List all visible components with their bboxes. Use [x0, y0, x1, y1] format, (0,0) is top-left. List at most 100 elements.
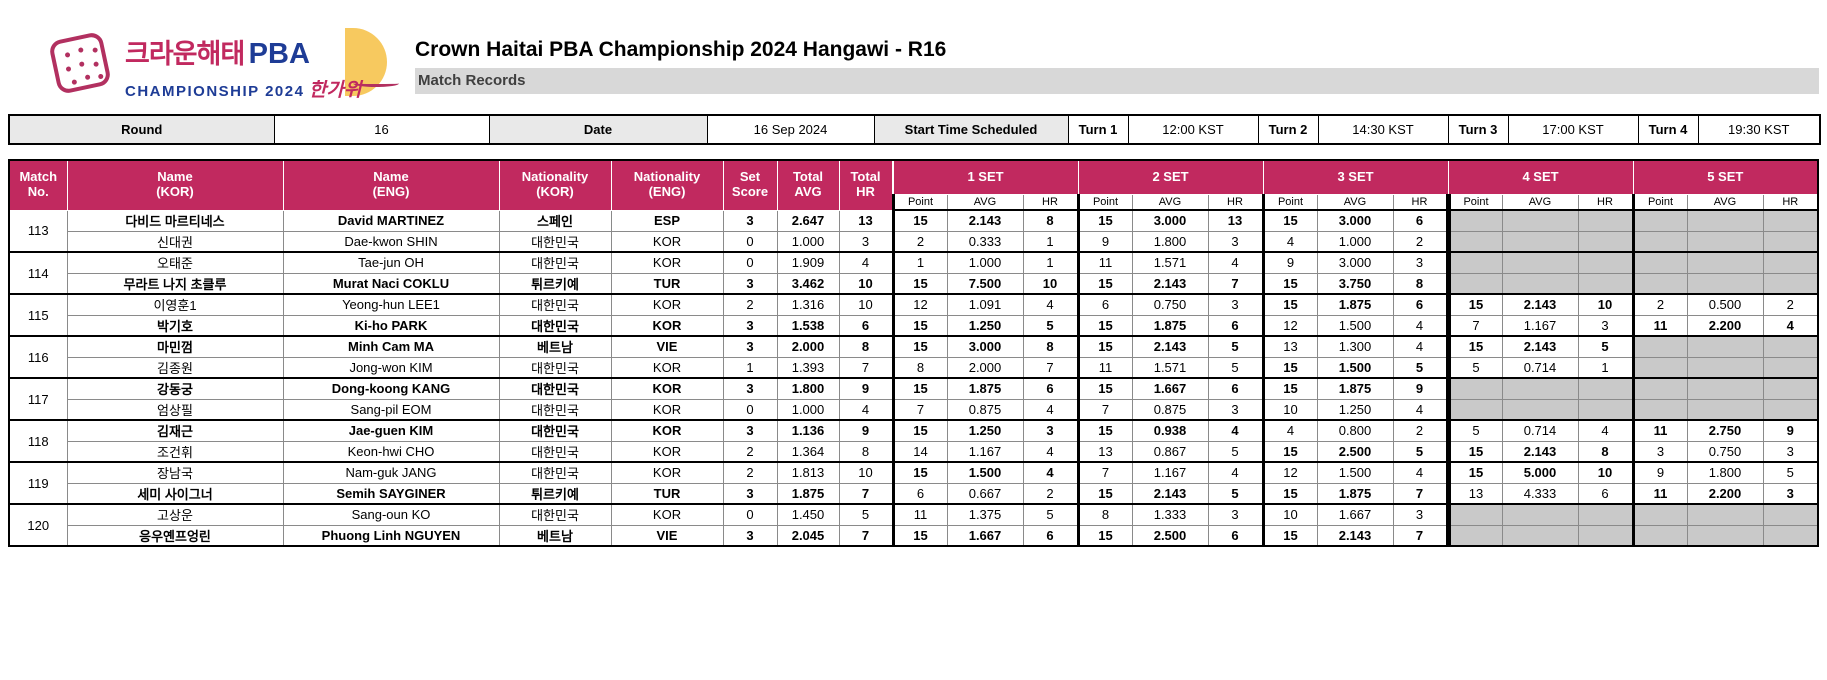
round-label: Round — [8, 114, 275, 145]
name-kor-cell: 장남국 — [66, 461, 284, 484]
set-2-avg-cell: 1.875 — [1131, 314, 1209, 337]
set-5-avg-cell — [1686, 209, 1764, 232]
player-row: 조건휘 Keon-hwi CHO 대한민국 KOR 2 1.364 8 14 1.167 4 13 0… — [9, 440, 1819, 463]
set-4-hr-cell — [1577, 377, 1634, 400]
set-1-sub-header-hr: HR — [1022, 193, 1079, 211]
logo-text: 크라운해태 PBA CHAMPIONSHIP 2024 한가위 — [125, 32, 361, 102]
set-2-hr-cell: 4 — [1207, 461, 1264, 484]
brand-hangawi: 한가위 — [308, 80, 362, 101]
set-5-hr-cell — [1762, 251, 1819, 274]
set-score-cell: 2 — [722, 461, 778, 484]
set-5-hr-cell: 9 — [1762, 419, 1819, 442]
set-4-point-cell — [1445, 524, 1503, 547]
set-4-hr-cell: 8 — [1577, 440, 1634, 463]
set-3-hr-cell: 5 — [1392, 356, 1449, 379]
name-kor-cell: 이영훈1 — [66, 293, 284, 316]
set-2-hr-cell: 3 — [1207, 293, 1264, 316]
set-5-avg-cell: 0.750 — [1686, 440, 1764, 463]
set-1-hr-cell: 4 — [1022, 461, 1079, 484]
set-4-hr-cell: 1 — [1577, 356, 1634, 379]
name-eng-cell: Phuong Linh NGUYEN — [282, 524, 500, 547]
name-eng-cell: Nam-guk JANG — [282, 461, 500, 484]
set-4-point-cell: 5 — [1445, 419, 1503, 442]
total-hr-cell: 10 — [838, 461, 894, 484]
player-row: 응우옌프엉린 Phuong Linh NGUYEN 베트남 VIE 3 2.045 7 15 1… — [9, 524, 1819, 547]
name-eng-cell: David MARTINEZ — [282, 209, 500, 232]
set-score-cell: 3 — [722, 482, 778, 505]
set-3-avg-cell: 3.000 — [1316, 209, 1394, 232]
set-2-avg-cell: 2.143 — [1131, 335, 1209, 358]
set-5-hr-cell: 3 — [1762, 482, 1819, 505]
nationality-kor-cell: 대한민국 — [498, 356, 612, 379]
turn-4-label: Turn 4 — [1637, 114, 1699, 145]
table-header-row: Match No. Name (KOR) Name (ENG) National… — [8, 159, 1819, 211]
total-hr-cell: 4 — [838, 398, 894, 421]
name-eng-cell: Jong-won KIM — [282, 356, 500, 379]
set-5-point-cell: 9 — [1631, 461, 1688, 484]
set-3-point-cell: 4 — [1261, 230, 1318, 253]
total-hr-cell: 4 — [838, 251, 894, 274]
set-3-avg-cell: 1.875 — [1316, 293, 1394, 316]
set-1-sub-header-avg: AVG — [946, 193, 1024, 211]
set-3-avg-cell: 1.875 — [1316, 377, 1394, 400]
match-number: 117 — [8, 377, 68, 421]
page: 크라운해태 PBA CHAMPIONSHIP 2024 한가위 Crown Ha… — [8, 0, 1821, 547]
set-1-avg-cell: 0.667 — [946, 482, 1024, 505]
total-avg-cell: 1.316 — [776, 293, 840, 316]
set-1-avg-cell: 0.333 — [946, 230, 1024, 253]
set-5-sub-header-point: Point — [1631, 193, 1688, 211]
cracker-dot — [71, 79, 78, 86]
set-4-avg-cell: 0.714 — [1501, 419, 1579, 442]
total-avg-cell: 1.000 — [776, 230, 840, 253]
page-title: Crown Haitai PBA Championship 2024 Hanga… — [415, 38, 947, 61]
name-eng-cell: Minh Cam MA — [282, 335, 500, 358]
total-hr-cell: 8 — [838, 440, 894, 463]
set-1-hr-cell: 5 — [1022, 503, 1079, 526]
set-score-cell: 3 — [722, 377, 778, 400]
page-header: 크라운해태 PBA CHAMPIONSHIP 2024 한가위 Crown Ha… — [8, 8, 1819, 110]
col-header-total-hr: Total HR — [838, 159, 894, 211]
set-1-hr-cell: 6 — [1022, 524, 1079, 547]
set-5-avg-cell: 1.800 — [1686, 461, 1764, 484]
set-5-point-cell — [1631, 524, 1688, 547]
set-3-point-cell: 15 — [1261, 482, 1318, 505]
set-2-sub-header-hr: HR — [1207, 193, 1264, 211]
cracker-icon — [47, 30, 113, 96]
set-3-hr-cell: 4 — [1392, 398, 1449, 421]
set-4-avg-cell: 0.714 — [1501, 356, 1579, 379]
name-kor-cell: 고상운 — [66, 503, 284, 526]
match-number: 113 — [8, 209, 68, 253]
set-5-hr-cell: 5 — [1762, 461, 1819, 484]
set-3-hr-cell: 6 — [1392, 293, 1449, 316]
set-5-hr-cell: 2 — [1762, 293, 1819, 316]
set-5-avg-cell — [1686, 230, 1764, 253]
set-3-avg-cell: 1.500 — [1316, 314, 1394, 337]
set-3-hr-cell: 5 — [1392, 440, 1449, 463]
set-5-avg-cell — [1686, 272, 1764, 295]
set-score-cell: 0 — [722, 503, 778, 526]
nationality-eng-cell: KOR — [610, 461, 724, 484]
name-kor-cell: 응우옌프엉린 — [66, 524, 284, 547]
set-5-sub-header-avg: AVG — [1686, 193, 1764, 211]
set-3-point-cell: 15 — [1261, 440, 1318, 463]
match-number: 119 — [8, 461, 68, 505]
set-3-point-cell: 15 — [1261, 272, 1318, 295]
table-subheader-row: Point AVG HR Point AVG HR Point AVG HR Point AVG HR… — [9, 193, 1819, 211]
total-hr-cell: 3 — [838, 230, 894, 253]
set-4-hr-cell: 5 — [1577, 335, 1634, 358]
set-2-avg-cell: 0.750 — [1131, 293, 1209, 316]
nationality-eng-cell: KOR — [610, 440, 724, 463]
total-avg-cell: 1.364 — [776, 440, 840, 463]
set-score-cell: 0 — [722, 398, 778, 421]
set-5-hr-cell — [1762, 503, 1819, 526]
total-avg-cell: 1.875 — [776, 482, 840, 505]
set-1-hr-cell: 3 — [1022, 419, 1079, 442]
set-2-hr-cell: 5 — [1207, 335, 1264, 358]
set-4-avg-cell — [1501, 398, 1579, 421]
set-1-avg-cell: 2.000 — [946, 356, 1024, 379]
set-3-point-cell: 15 — [1261, 356, 1318, 379]
player-row: 김종원 Jong-won KIM 대한민국 KOR 1 1.393 7 8 2.000 7 11 1.… — [9, 356, 1819, 379]
set-3-point-cell: 10 — [1261, 398, 1318, 421]
match-records-table: Match No. Name (KOR) Name (ENG) National… — [8, 159, 1820, 547]
set-4-avg-cell: 1.167 — [1501, 314, 1579, 337]
